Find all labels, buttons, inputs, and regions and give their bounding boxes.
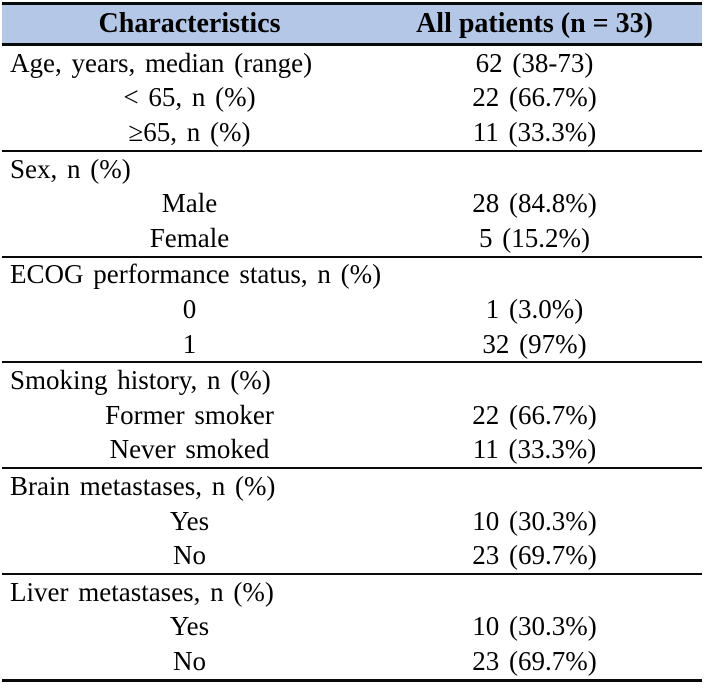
table-section: ECOG performance status, n (%) 0 1 (3.0%… (2, 258, 702, 364)
table-row: ≥65, n (%) 11 (33.3%) (2, 115, 702, 150)
row-label: ECOG performance status, n (%) (10, 259, 382, 290)
table-body: Age, years, median (range) 62 (38-73) < … (2, 46, 702, 682)
table-section: Brain metastases, n (%) Yes 10 (30.3%) N… (2, 469, 702, 575)
table-section: Smoking history, n (%) Former smoker 22 … (2, 363, 702, 470)
table-row: 1 32 (97%) (2, 327, 702, 362)
row-label: Male (161, 188, 218, 219)
header-characteristics: Characteristics (98, 8, 281, 39)
table-row: Sex, n (%) (2, 152, 702, 187)
table-section: Sex, n (%) Male 28 (84.8%) Female 5 (15.… (2, 152, 702, 258)
row-label: Yes (169, 611, 210, 642)
table-row: Yes 10 (30.3%) (2, 504, 702, 539)
table-row: No 23 (69.7%) (2, 644, 702, 679)
table-row: Never smoked 11 (33.3%) (2, 433, 702, 468)
row-label: 0 (182, 293, 197, 324)
table-header-row: Characteristics All patients (n = 33) (2, 2, 702, 46)
row-label: Female (149, 222, 230, 253)
row-value: 62 (38-73) (475, 47, 594, 78)
row-label: Yes (169, 505, 210, 536)
row-label: Former smoker (105, 399, 274, 430)
table-row: Liver metastases, n (%) (2, 575, 702, 610)
table-row: Former smoker 22 (66.7%) (2, 398, 702, 433)
row-value: 23 (69.7%) (472, 645, 597, 676)
row-value: 32 (97%) (482, 328, 587, 359)
table-row: Male 28 (84.8%) (2, 186, 702, 221)
row-value: 23 (69.7%) (472, 540, 597, 571)
header-all-patients: All patients (n = 33) (416, 8, 653, 39)
row-label: Sex, n (%) (10, 153, 131, 184)
characteristics-table: Characteristics All patients (n = 33) Ag… (2, 2, 702, 682)
row-value: 1 (3.0%) (485, 293, 584, 324)
row-label: No (173, 540, 206, 571)
row-value: 10 (30.3%) (472, 611, 597, 642)
table-row: Yes 10 (30.3%) (2, 610, 702, 645)
table-row: < 65, n (%) 22 (66.7%) (2, 81, 702, 116)
row-label: 1 (182, 328, 197, 359)
table-section: Liver metastases, n (%) Yes 10 (30.3%) N… (2, 575, 702, 682)
row-label: No (173, 645, 206, 676)
row-label: ≥65, n (%) (128, 116, 251, 147)
row-label: Never smoked (109, 434, 270, 465)
row-value: 11 (33.3%) (472, 434, 597, 465)
row-value: 5 (15.2%) (479, 222, 590, 253)
row-label: < 65, n (%) (123, 82, 256, 113)
row-value: 11 (33.3%) (472, 116, 597, 147)
row-label: Brain metastases, n (%) (10, 470, 276, 501)
row-value: 22 (66.7%) (472, 399, 597, 430)
table-row: Brain metastases, n (%) (2, 469, 702, 504)
table-row: Female 5 (15.2%) (2, 221, 702, 256)
row-label: Age, years, median (range) (10, 47, 313, 78)
row-value: 10 (30.3%) (472, 505, 597, 536)
table-row: Smoking history, n (%) (2, 363, 702, 398)
table-section: Age, years, median (range) 62 (38-73) < … (2, 46, 702, 152)
row-label: Liver metastases, n (%) (10, 576, 274, 607)
table-row: Age, years, median (range) 62 (38-73) (2, 46, 702, 81)
row-label: Smoking history, n (%) (10, 365, 271, 396)
row-value: 28 (84.8%) (472, 188, 597, 219)
table-row: ECOG performance status, n (%) (2, 258, 702, 293)
row-value: 22 (66.7%) (472, 82, 597, 113)
table-row: 0 1 (3.0%) (2, 292, 702, 327)
table-row: No 23 (69.7%) (2, 538, 702, 573)
